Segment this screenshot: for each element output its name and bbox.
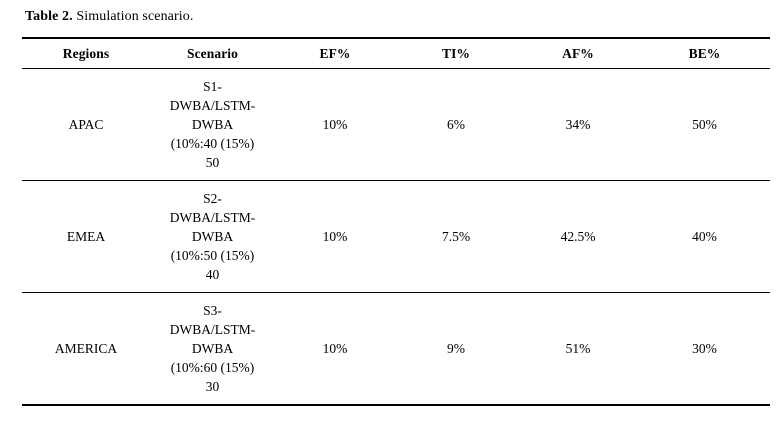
table-caption-text: Simulation scenario. <box>76 9 194 24</box>
column-header-af: AF% <box>517 38 639 69</box>
ti-cell: 9% <box>395 292 517 405</box>
table-header-row: Regions Scenario EF% TI% AF% BE% <box>22 38 770 69</box>
column-header-ti: TI% <box>395 38 517 69</box>
region-cell: APAC <box>68 117 104 132</box>
af-cell: 51% <box>517 292 639 405</box>
simulation-scenario-table: Regions Scenario EF% TI% AF% BE% APAC S1… <box>22 37 770 406</box>
scenario-cell: S1- DWBA/LSTM- DWBA (10%:40 (15%) 50 <box>169 79 256 170</box>
af-cell: 42.5% <box>517 180 639 293</box>
table-caption: Table 2. Simulation scenario. <box>25 8 783 25</box>
column-header-be: BE% <box>639 38 770 69</box>
be-cell: 30% <box>639 292 770 405</box>
ti-cell: 7.5% <box>395 180 517 293</box>
be-cell: 40% <box>639 180 770 293</box>
column-header-regions: Regions <box>22 38 150 69</box>
table-row-apac: APAC S1- DWBA/LSTM- DWBA (10%:40 (15%) 5… <box>22 69 770 181</box>
ef-cell: 10% <box>275 292 395 405</box>
af-cell: 34% <box>565 117 591 132</box>
scenario-cell: S2- DWBA/LSTM- DWBA (10%:50 (15%) 40 <box>150 180 275 293</box>
table-caption-label: Table 2. <box>25 9 73 24</box>
region-cell: AMERICA <box>22 292 150 405</box>
column-header-scenario: Scenario <box>150 38 275 69</box>
column-header-ef: EF% <box>275 38 395 69</box>
be-cell: 50% <box>692 117 717 132</box>
ti-cell: 6% <box>447 117 465 132</box>
ef-cell: 10% <box>322 117 348 132</box>
ef-cell: 10% <box>275 180 395 293</box>
scenario-cell: S3- DWBA/LSTM- DWBA (10%:60 (15%) 30 <box>150 292 275 405</box>
table-row-america: AMERICA S3- DWBA/LSTM- DWBA (10%:60 (15%… <box>22 292 770 405</box>
region-cell: EMEA <box>22 180 150 293</box>
table-row-emea: EMEA S2- DWBA/LSTM- DWBA (10%:50 (15%) 4… <box>22 180 770 293</box>
